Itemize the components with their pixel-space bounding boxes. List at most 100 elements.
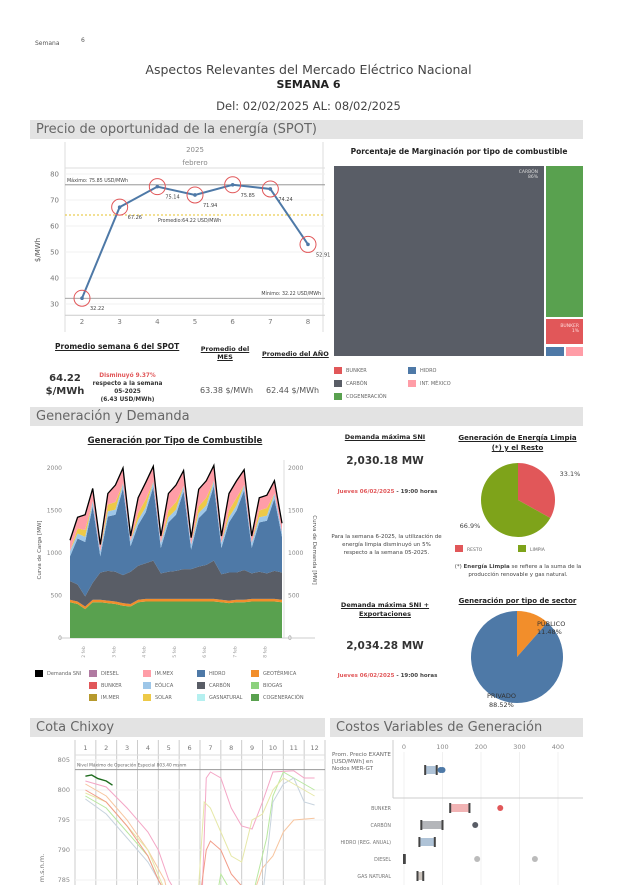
clean-energy-definition: (*) Energía Limpia se refiere a la suma … <box>453 563 583 579</box>
clean-energy-pie: 33.1% 66.9% RESTO LIMPIA <box>455 463 580 553</box>
x-tick: 7 <box>208 744 212 752</box>
pie-label-value: 88.52% <box>489 701 514 709</box>
generation-chart: 00500500100010001500150020002000Curva de… <box>37 460 317 658</box>
week-avg-value: 64.22 $/MWh <box>40 372 90 398</box>
legend-swatch <box>197 694 205 701</box>
legend-label: RESTO <box>467 547 483 553</box>
x-tick: 11 <box>290 744 298 752</box>
legend-item: DIESEL <box>89 670 119 677</box>
data-point <box>306 242 310 247</box>
legend-item: CARBÓN <box>197 682 230 689</box>
treemap-bunker: BUNKER 1% <box>546 319 583 344</box>
pie-slice-publico <box>517 611 548 657</box>
y-tick: 1000 <box>47 550 62 557</box>
data-label: 71.94 <box>203 203 217 209</box>
category-outlier <box>472 822 479 828</box>
max-demand-date: Jueves 06/02/2025 <box>337 489 395 495</box>
x-tick: 6 feb <box>202 646 208 658</box>
x-tick: 300 <box>513 743 525 751</box>
legend-label: CARBÓN <box>209 682 231 689</box>
max-demand-exp-datetime: Jueves 06/02/2025 - 19:00 horas <box>325 673 450 679</box>
legend-swatch <box>35 670 43 677</box>
highlight-circle <box>299 235 317 253</box>
pie-slice-limpia <box>481 463 551 537</box>
treemap-bunker-value: 1% <box>571 329 579 334</box>
treemap-cogeneracion <box>546 166 583 317</box>
note-rest: se refiere a la suma de la producción re… <box>468 564 582 578</box>
change-highlight: Disminuyó 9.37% <box>99 373 156 379</box>
legend-item: Demanda SNI <box>35 670 81 677</box>
pie-slice-privado <box>471 611 563 703</box>
treemap-carbon-name: CARBÓN <box>518 170 538 175</box>
x-tick: 6 <box>230 318 235 326</box>
level-series <box>85 783 315 885</box>
highlight-circle <box>111 198 129 216</box>
category-label: CARBÓN <box>370 822 391 829</box>
y-tick: 800 <box>58 786 70 794</box>
y-tick: 805 <box>58 756 70 764</box>
max-demand-datetime: Jueves 06/02/2025 - 19:00 horas <box>325 489 450 495</box>
legend-label: INT. MÉXICO <box>420 380 451 387</box>
year-avg-value: 62.44 $/MWh <box>266 386 320 395</box>
legend-swatch <box>251 670 259 677</box>
treemap-hidro <box>546 347 564 356</box>
highlight-circle <box>148 178 166 196</box>
legend-label: CARBÓN <box>346 380 368 387</box>
legend-swatch <box>143 682 151 689</box>
week-avg-title: Promedio semana 6 del SPOT <box>55 342 180 351</box>
y-tick: 70 <box>50 197 59 205</box>
demand-line <box>69 463 283 545</box>
section-cota: Cota Chixoy <box>30 718 325 737</box>
legend-label: IM.MER <box>101 694 120 701</box>
legend-swatch <box>143 694 151 701</box>
exante-outlier <box>439 767 446 773</box>
legend-item: COGENERACIÓN <box>251 694 304 701</box>
marginacion-treemap: CARBÓN 86% BUNKER 1% <box>334 166 584 356</box>
x-tick: 4 feb <box>142 646 148 658</box>
max-demand-time: - 19:00 horas <box>394 489 438 495</box>
chart-year: 2025 <box>186 146 204 154</box>
legend-item: EÓLICA <box>143 682 173 689</box>
legend-item: IM.MER <box>89 694 119 701</box>
change-abs: (6.43 USD/MWh) <box>100 397 155 403</box>
legend-hidro: HIDRO <box>408 367 437 374</box>
level-series <box>85 774 113 786</box>
legend-swatch <box>89 694 97 701</box>
date-range: Del: 02/02/2025 AL: 08/02/2025 <box>216 99 401 113</box>
y-tick: 785 <box>58 876 70 884</box>
spot-line <box>81 183 309 299</box>
data-label: 75.14 <box>165 195 179 201</box>
week-avg-unit: $/MWh <box>45 386 85 397</box>
pie-label-name: PRIVADO <box>487 692 516 700</box>
category-box <box>421 821 443 829</box>
data-label: 32.22 <box>90 306 104 312</box>
highlight-circle <box>73 289 91 307</box>
y-tick: 50 <box>50 249 59 257</box>
x-tick: 3 <box>125 744 129 752</box>
x-tick: 8 feb <box>263 646 269 658</box>
x-tick: 9 <box>250 744 254 752</box>
legend-int-mexico: INT. MÉXICO <box>408 380 451 387</box>
x-tick: 12 <box>310 744 318 752</box>
legend-label: BUNKER <box>346 367 367 374</box>
x-tick: 5 feb <box>172 646 178 658</box>
data-label: 52.91 <box>316 252 330 258</box>
legend-label: IM.MEX <box>155 670 174 677</box>
x-tick: 4 <box>155 318 160 326</box>
exante-label: Prom. Precio EXANTE [USD/MWh] en Nodos M… <box>332 752 391 772</box>
legend-label: DIESEL <box>101 670 119 677</box>
data-point <box>117 205 122 209</box>
y-axis-label: m.s.n.m. <box>38 854 46 882</box>
clean-pie-title: Generación de Energía Limpia (*) y el Re… <box>458 434 577 452</box>
legend-label: SOLAR <box>155 694 172 701</box>
legend-swatch <box>89 682 97 689</box>
area-geotrmica <box>70 598 282 610</box>
legend-label: LIMPIA <box>530 547 546 553</box>
x-tick: 7 <box>268 318 272 326</box>
legend-label: HIDRO <box>209 670 226 677</box>
area-carbn <box>70 560 282 607</box>
legend-bunker: BUNKER <box>334 367 367 374</box>
x-tick: 8 <box>229 744 233 752</box>
y-tick: 2000 <box>47 465 62 472</box>
